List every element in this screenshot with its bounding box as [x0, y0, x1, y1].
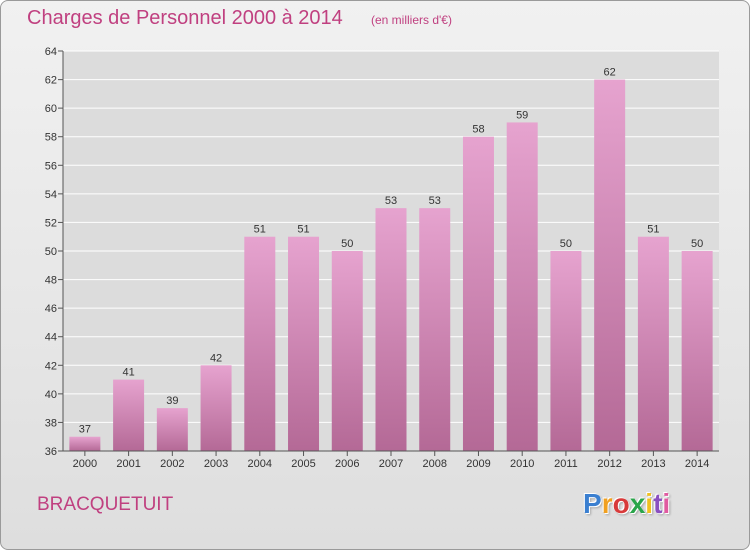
x-tick-label: 2008 [422, 458, 446, 470]
data-label: 37 [79, 424, 91, 436]
data-label: 53 [429, 195, 441, 207]
x-tick-label: 2000 [73, 458, 97, 470]
x-tick-label: 2014 [685, 458, 709, 470]
bar-2012 [594, 79, 626, 452]
bar-2001 [113, 379, 145, 451]
x-tick-label: 2001 [116, 458, 140, 470]
logo-letter: x [629, 488, 646, 519]
x-tick-label: 2012 [597, 458, 621, 470]
logo-letter: i [645, 488, 654, 519]
logo-letter: o [612, 488, 630, 519]
data-label: 50 [341, 238, 353, 250]
y-tick-label: 56 [45, 160, 57, 172]
bar-2006 [331, 251, 363, 451]
y-axis: 36 38 40 42 44 46 48 50 52 54 56 58 60 62 64 [45, 46, 64, 458]
bar-2005 [288, 236, 320, 451]
data-label: 53 [385, 195, 397, 207]
bar-2008 [419, 208, 451, 451]
x-tick-label: 2010 [510, 458, 534, 470]
x-tick-label: 2006 [335, 458, 359, 470]
data-label: 50 [691, 238, 703, 250]
data-label: 51 [647, 224, 659, 236]
x-tick-label: 2003 [204, 458, 228, 470]
x-tick-label: 2004 [248, 458, 272, 470]
bar-2014 [681, 251, 713, 451]
data-label: 50 [560, 238, 572, 250]
x-tick-label: 2007 [379, 458, 403, 470]
data-label: 58 [472, 124, 484, 136]
bar-2010 [506, 122, 538, 451]
logo-letter: i [662, 488, 671, 519]
logo-letter: t [653, 488, 663, 519]
data-label: 42 [210, 352, 222, 364]
x-tick-label: 2009 [466, 458, 490, 470]
y-tick-label: 42 [45, 360, 57, 372]
y-tick-label: 44 [45, 332, 57, 344]
y-tick-label: 48 [45, 275, 57, 287]
y-tick-label: 58 [45, 132, 57, 144]
y-tick-label: 38 [45, 417, 57, 429]
bar-2002 [156, 408, 188, 451]
bar-2007 [375, 208, 407, 451]
data-label: 62 [604, 67, 616, 79]
x-tick-label: 2005 [291, 458, 315, 470]
bar-2000 [69, 436, 101, 451]
y-tick-label: 62 [45, 75, 57, 87]
data-label: 51 [297, 224, 309, 236]
y-tick-label: 60 [45, 103, 57, 115]
logo-letter: P [583, 488, 602, 519]
data-label: 41 [122, 367, 134, 379]
y-tick-label: 64 [45, 46, 57, 58]
proxiti-logo[interactable]: Proxiti [583, 488, 670, 520]
bar-2013 [637, 236, 669, 451]
y-tick-label: 40 [45, 389, 57, 401]
y-tick-label: 46 [45, 303, 57, 315]
y-tick-label: 50 [45, 246, 57, 258]
y-tick-label: 54 [45, 189, 57, 201]
bar-2009 [462, 136, 494, 451]
bar-2004 [244, 236, 276, 451]
x-tick-label: 2013 [641, 458, 665, 470]
bars: 37 41 39 42 51 51 50 53 53 58 59 50 62 51 50 [69, 67, 713, 452]
x-axis: 2000 2001 2002 2003 2004 2005 2006 2007 2008 2009… [63, 450, 719, 470]
chart-title: Charges de Personnel 2000 à 2014 [27, 7, 343, 29]
y-tick-label: 36 [45, 446, 57, 458]
data-label: 39 [166, 395, 178, 407]
logo-letter: r [601, 488, 613, 519]
data-label: 59 [516, 109, 528, 121]
chart-unit: (en milliers d'€) [371, 13, 452, 27]
data-label: 51 [254, 224, 266, 236]
bar-2003 [200, 365, 232, 451]
x-tick-label: 2002 [160, 458, 184, 470]
commune-name: BRACQUETUIT [37, 494, 174, 515]
x-tick-label: 2011 [554, 458, 578, 470]
bar-2011 [550, 251, 582, 451]
y-tick-label: 52 [45, 217, 57, 229]
